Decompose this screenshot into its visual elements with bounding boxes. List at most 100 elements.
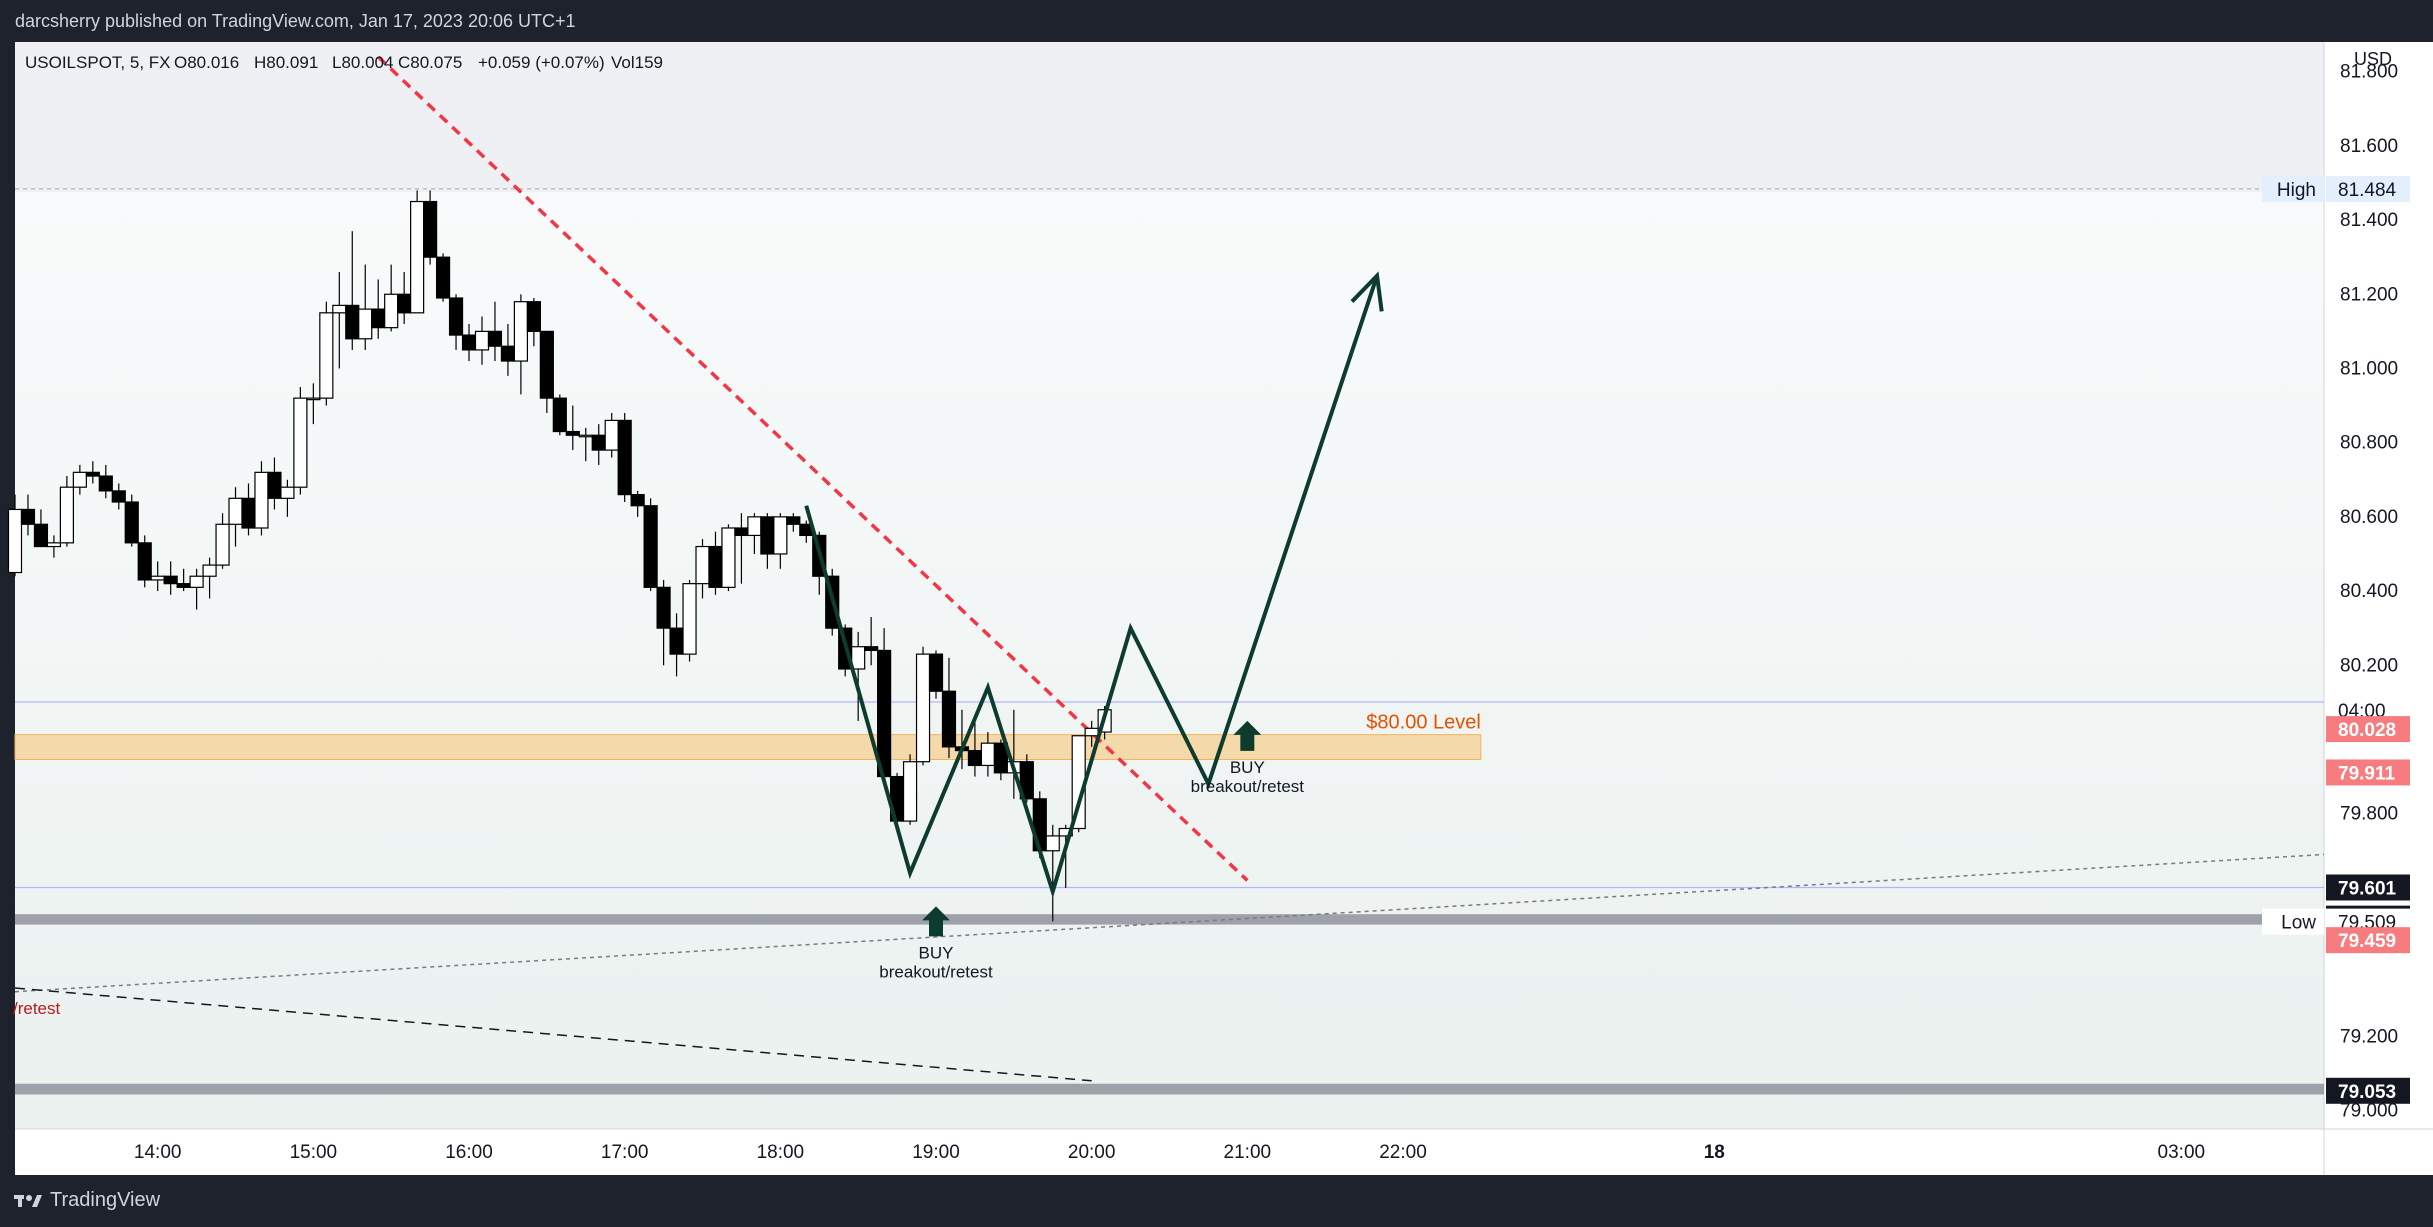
candle-body	[773, 516, 788, 555]
symbol-info-bar: USOILSPOT, 5, FX O80.016 H80.091 L80.004…	[25, 53, 663, 72]
buy-label: BUY	[1230, 758, 1265, 777]
candle-body	[630, 494, 645, 507]
candle-body	[864, 646, 879, 652]
annotation-text: /retest	[13, 999, 61, 1018]
buy-arrow-icon	[922, 906, 951, 937]
zones-layer: $80.00 Level	[14, 712, 2324, 1095]
currency-label: USD	[2354, 49, 2392, 69]
chart[interactable]: $80.00 Level BUYbreakout/retestBUYbreako…	[0, 0, 2433, 1175]
zone-band-2	[15, 1083, 2324, 1095]
candle-body	[928, 653, 944, 692]
publish-info: darcsherry published on TradingView.com,…	[15, 11, 576, 31]
x-tick-label: 15:00	[290, 1142, 338, 1163]
price-badge-3	[2326, 759, 2410, 786]
price-badge-text: 80.028	[2338, 720, 2396, 741]
price-badge-text: 79.053	[2338, 1082, 2396, 1103]
y-tick-label: 79.000	[2340, 1100, 2398, 1121]
candle-body	[371, 308, 386, 329]
y-tick-label: 81.600	[2340, 136, 2398, 157]
candle-body	[591, 434, 606, 451]
candle-body	[656, 586, 671, 629]
candle-body	[176, 583, 191, 588]
candle-body	[423, 200, 438, 258]
candle-body	[410, 200, 425, 314]
y-tick-label: 80.200	[2340, 655, 2398, 676]
zone-label: $80.00 Level	[1366, 712, 1481, 734]
candle-body	[72, 471, 87, 488]
candle-body	[578, 434, 593, 438]
y-tick-label: 79.800	[2340, 804, 2398, 825]
candle-body	[500, 345, 516, 362]
price-badge-8	[2326, 1077, 2410, 1104]
price-badges: 81.484High04:0080.02879.91179.60179.5177…	[2262, 175, 2410, 1104]
candle-body	[708, 545, 723, 588]
y-tick-label: 80.600	[2340, 507, 2398, 528]
footer: TradingView	[0, 1175, 2433, 1227]
tradingview-logo-icon	[14, 1195, 42, 1207]
line-downtrend	[377, 55, 1249, 882]
buy-label: BUY	[919, 943, 954, 962]
candle-body	[487, 330, 503, 347]
candle-body	[617, 419, 632, 496]
ohlc-low: L80.004	[332, 53, 393, 72]
candle-body	[993, 742, 1008, 774]
candle-body	[163, 575, 178, 585]
symbol-name: USOILSPOT, 5, FX	[25, 53, 171, 72]
candle-body	[941, 690, 957, 748]
candle-body	[877, 649, 892, 778]
y-tick-label: 81.400	[2340, 210, 2398, 231]
y-tick-label: 81.800	[2340, 62, 2398, 83]
price-badge-text: 81.484	[2338, 180, 2397, 201]
candle-body	[332, 304, 347, 314]
candle-body	[46, 542, 62, 548]
candle-body	[539, 330, 554, 399]
candle-body	[1045, 835, 1060, 852]
candle-body	[98, 475, 113, 492]
price-tag-label: High	[2277, 180, 2316, 201]
annotations-layer: BUYbreakout/retestBUYbreakout/retest/ret…	[13, 720, 1305, 1018]
candle-body	[319, 312, 334, 399]
x-tick-label: 18:00	[757, 1142, 805, 1163]
candle-body	[747, 516, 762, 537]
time-axis[interactable]	[15, 1129, 2433, 1175]
candle-body	[228, 497, 243, 525]
candle-body	[435, 256, 451, 299]
drawing-lines-layer	[14, 55, 2325, 1082]
line-rising-dotted	[14, 853, 2325, 993]
candle-body	[59, 486, 74, 544]
y-tick-label: 79.200	[2340, 1026, 2398, 1047]
y-tick-label: 80.400	[2340, 581, 2398, 602]
x-tick-label: 20:00	[1068, 1142, 1116, 1163]
ohlc-close: C80.075	[398, 53, 462, 72]
volume-value: Vol159	[611, 53, 663, 72]
candle-body	[267, 471, 282, 499]
candle-body	[980, 742, 995, 767]
buy-sublabel: breakout/retest	[1191, 777, 1305, 796]
candle-body	[967, 749, 983, 767]
x-tick-label: 03:00	[2158, 1142, 2206, 1163]
candle-body	[254, 471, 269, 529]
y-axis-labels: 81.800 81.600 81.400 81.200 81.000 80.800 80.6…	[2340, 62, 2398, 1122]
candle-body	[150, 575, 165, 581]
candle-body	[85, 471, 100, 477]
candle-body	[33, 523, 49, 548]
price-tag-bg	[2262, 908, 2324, 935]
candle-body	[604, 419, 619, 451]
candle-body	[734, 527, 749, 537]
candle-body	[760, 516, 775, 555]
candle-body	[474, 330, 490, 351]
pattern-layer	[804, 271, 1384, 899]
price-badge-2	[2326, 716, 2410, 743]
ohlc-change: +0.059 (+0.07%)	[478, 53, 605, 72]
candle-body	[682, 583, 697, 655]
price-badge-text: 79.601	[2338, 878, 2397, 899]
zone-band-1	[15, 914, 2324, 925]
candle-body	[358, 308, 373, 340]
candle-body	[202, 564, 217, 577]
candle-body	[721, 527, 736, 588]
price-badge-4	[2326, 874, 2410, 901]
candle-body	[306, 397, 321, 401]
x-tick-label: 14:00	[134, 1142, 182, 1163]
candle-body	[669, 627, 684, 655]
plot-background	[15, 42, 2324, 1129]
